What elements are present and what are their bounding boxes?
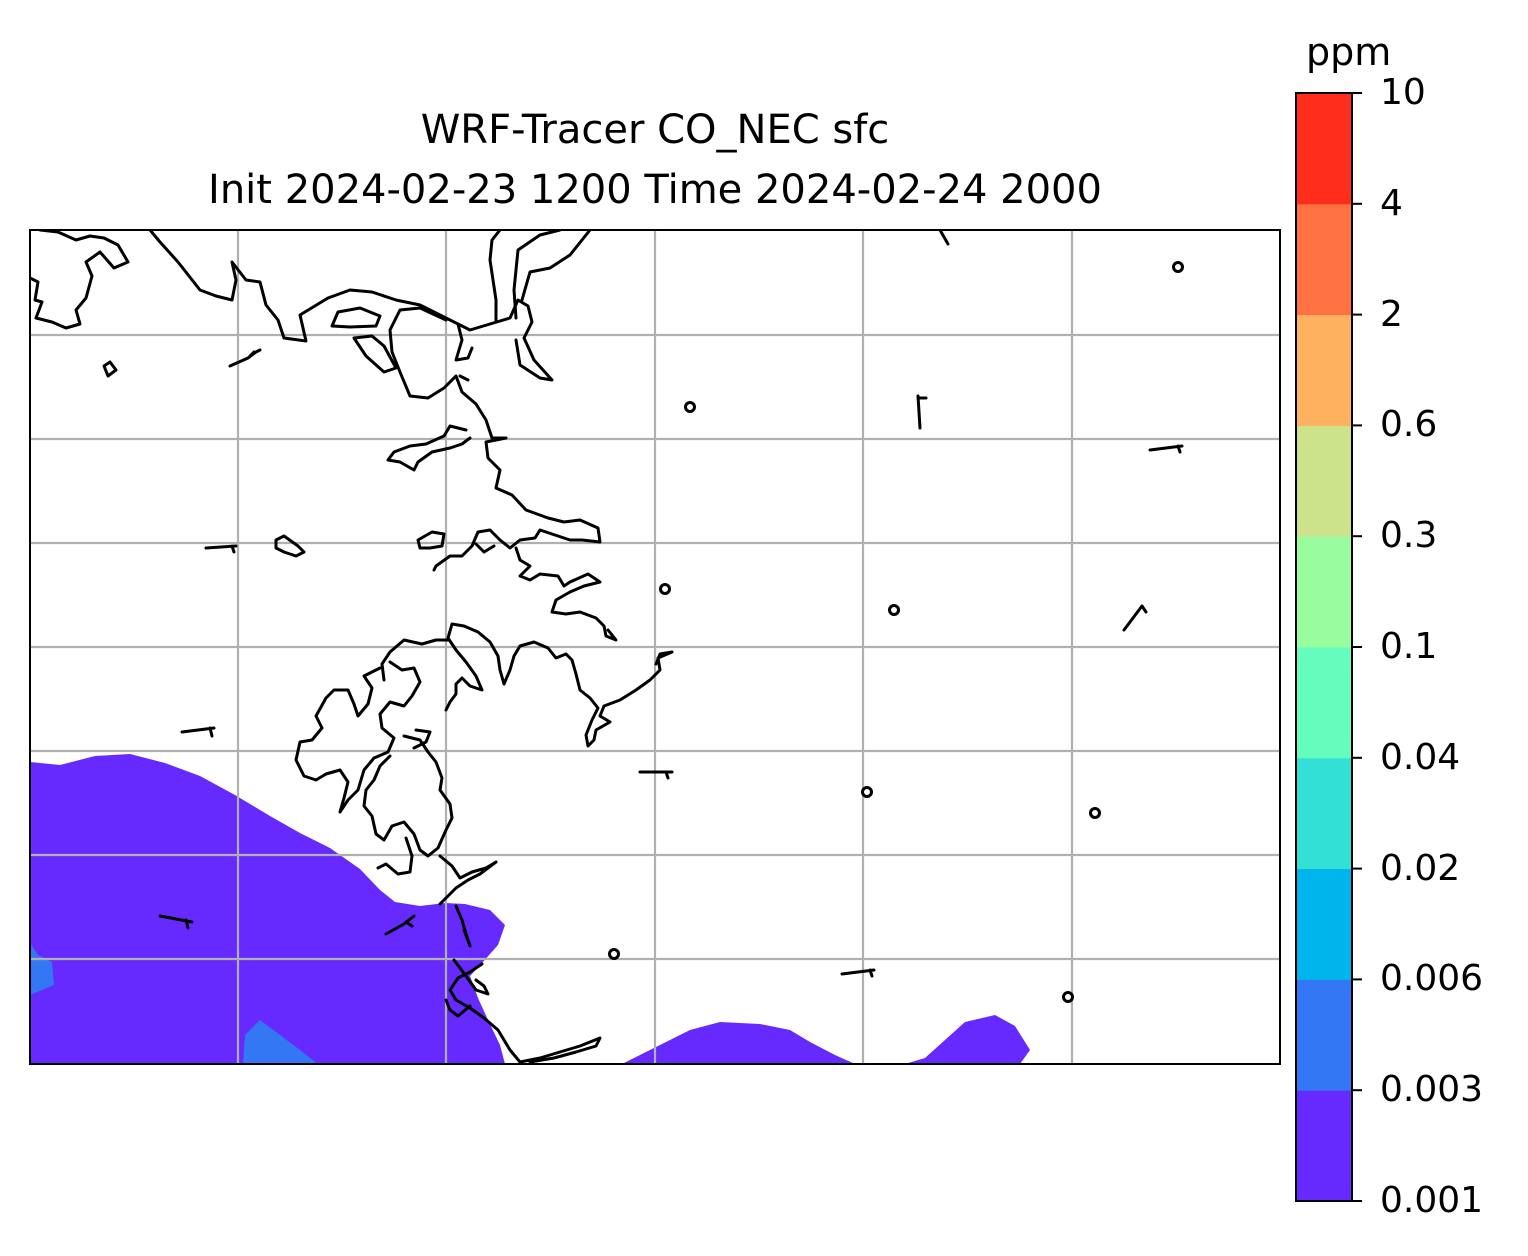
colorbar-band-9	[1296, 93, 1352, 205]
coastline-island-2	[102, 360, 118, 378]
coastline-southwest-3	[376, 836, 498, 906]
colorbar-band-8	[1296, 203, 1352, 316]
coastline-southwest-2	[362, 734, 454, 858]
colorbar-tick-label: 0.003	[1380, 1069, 1484, 1111]
island-dot-6	[1089, 807, 1101, 819]
coastline-north	[148, 230, 554, 382]
colorbar-band-7	[1296, 314, 1352, 426]
colorbar-tick-label: 0.3	[1380, 515, 1438, 557]
colorbar-band-1	[1296, 979, 1352, 1091]
colorbar-tick-label: 0.1	[1380, 626, 1438, 667]
colorbar-band-2	[1296, 868, 1352, 980]
colorbar-ticks	[1352, 92, 1362, 1202]
tracer-contour-second-south	[243, 1020, 318, 1064]
coastline-stub-10	[840, 968, 876, 978]
coastline-northwest	[30, 230, 130, 330]
coastlines	[30, 230, 1184, 1064]
map-gridlines	[30, 230, 1280, 1064]
coastline-peninsula-b	[454, 322, 474, 382]
map-title-line-2: Init 2024-02-23 1200 Time 2024-02-24 200…	[208, 167, 1102, 213]
coastline-stub-11	[938, 230, 950, 246]
colorbar-band-4	[1296, 647, 1352, 759]
coastline-fjord-a	[352, 334, 398, 374]
island-dot-4	[888, 604, 900, 616]
island-dot-5	[861, 786, 873, 798]
coastline-south	[444, 962, 602, 1064]
tracer-contour-lowest-south	[622, 1022, 855, 1064]
colorbar-tick-label: 4	[1380, 182, 1403, 224]
colorbar-tick-label: 2	[1380, 293, 1403, 335]
colorbar-band-5	[1296, 536, 1352, 648]
tracer-contour-lowest-southeast	[905, 1015, 1030, 1064]
coastline-stub-8	[1148, 444, 1184, 454]
coastline-sound	[380, 622, 674, 748]
coastline-bay	[386, 424, 472, 472]
colorbar-tick-label: 0.6	[1380, 404, 1438, 446]
island-dot-2	[684, 401, 696, 413]
coastline-fjord-b	[452, 904, 490, 996]
coastline-island-3	[274, 534, 306, 558]
small-islands	[608, 261, 1184, 1003]
coastline-stub-7	[916, 394, 928, 430]
tracer-contour-second-west	[30, 943, 54, 995]
coastline-stub-5	[384, 914, 416, 936]
coastline-stub-1	[204, 544, 238, 554]
island-dot-3	[659, 583, 671, 595]
coastline-stub-3	[180, 726, 216, 738]
coastline-central	[388, 306, 602, 550]
colorbar-band-6	[1296, 425, 1352, 537]
colorbar-tick-label: 0.001	[1380, 1180, 1484, 1221]
colorbar-bands	[1296, 93, 1352, 1202]
coastline-stub-9	[1122, 604, 1148, 632]
island-dot-7	[608, 948, 620, 960]
colorbar-unit-label: ppm	[1306, 30, 1392, 74]
coastline-mid	[416, 528, 502, 572]
colorbar-band-0	[1296, 1090, 1352, 1202]
tracer-contour-lowest-west	[30, 754, 505, 1064]
colorbar-tick-label: 0.006	[1380, 958, 1484, 1000]
colorbar-frame	[1295, 92, 1353, 1202]
colorbar-tick-label: 10	[1380, 72, 1426, 113]
colorbar-tick-label: 0.04	[1380, 736, 1461, 778]
coastline-southwest-1	[294, 660, 422, 814]
island-dot-8	[1062, 991, 1074, 1003]
coastline-inlet	[488, 230, 592, 322]
map-frame	[29, 229, 1281, 1065]
colorbar-band-3	[1296, 757, 1352, 870]
coastline-stub-2	[228, 348, 262, 368]
coastline-stub-4	[158, 914, 194, 930]
colorbar-tick-label: 0.02	[1380, 847, 1461, 889]
coastline-stub-12	[412, 728, 432, 750]
island-dot-1	[1172, 261, 1184, 273]
coastline-island-1	[330, 306, 382, 329]
coastline-stub-6	[638, 770, 674, 780]
coastline-south-coast	[514, 546, 618, 642]
map-title-line-1: WRF-Tracer CO_NEC sfc	[420, 107, 890, 153]
